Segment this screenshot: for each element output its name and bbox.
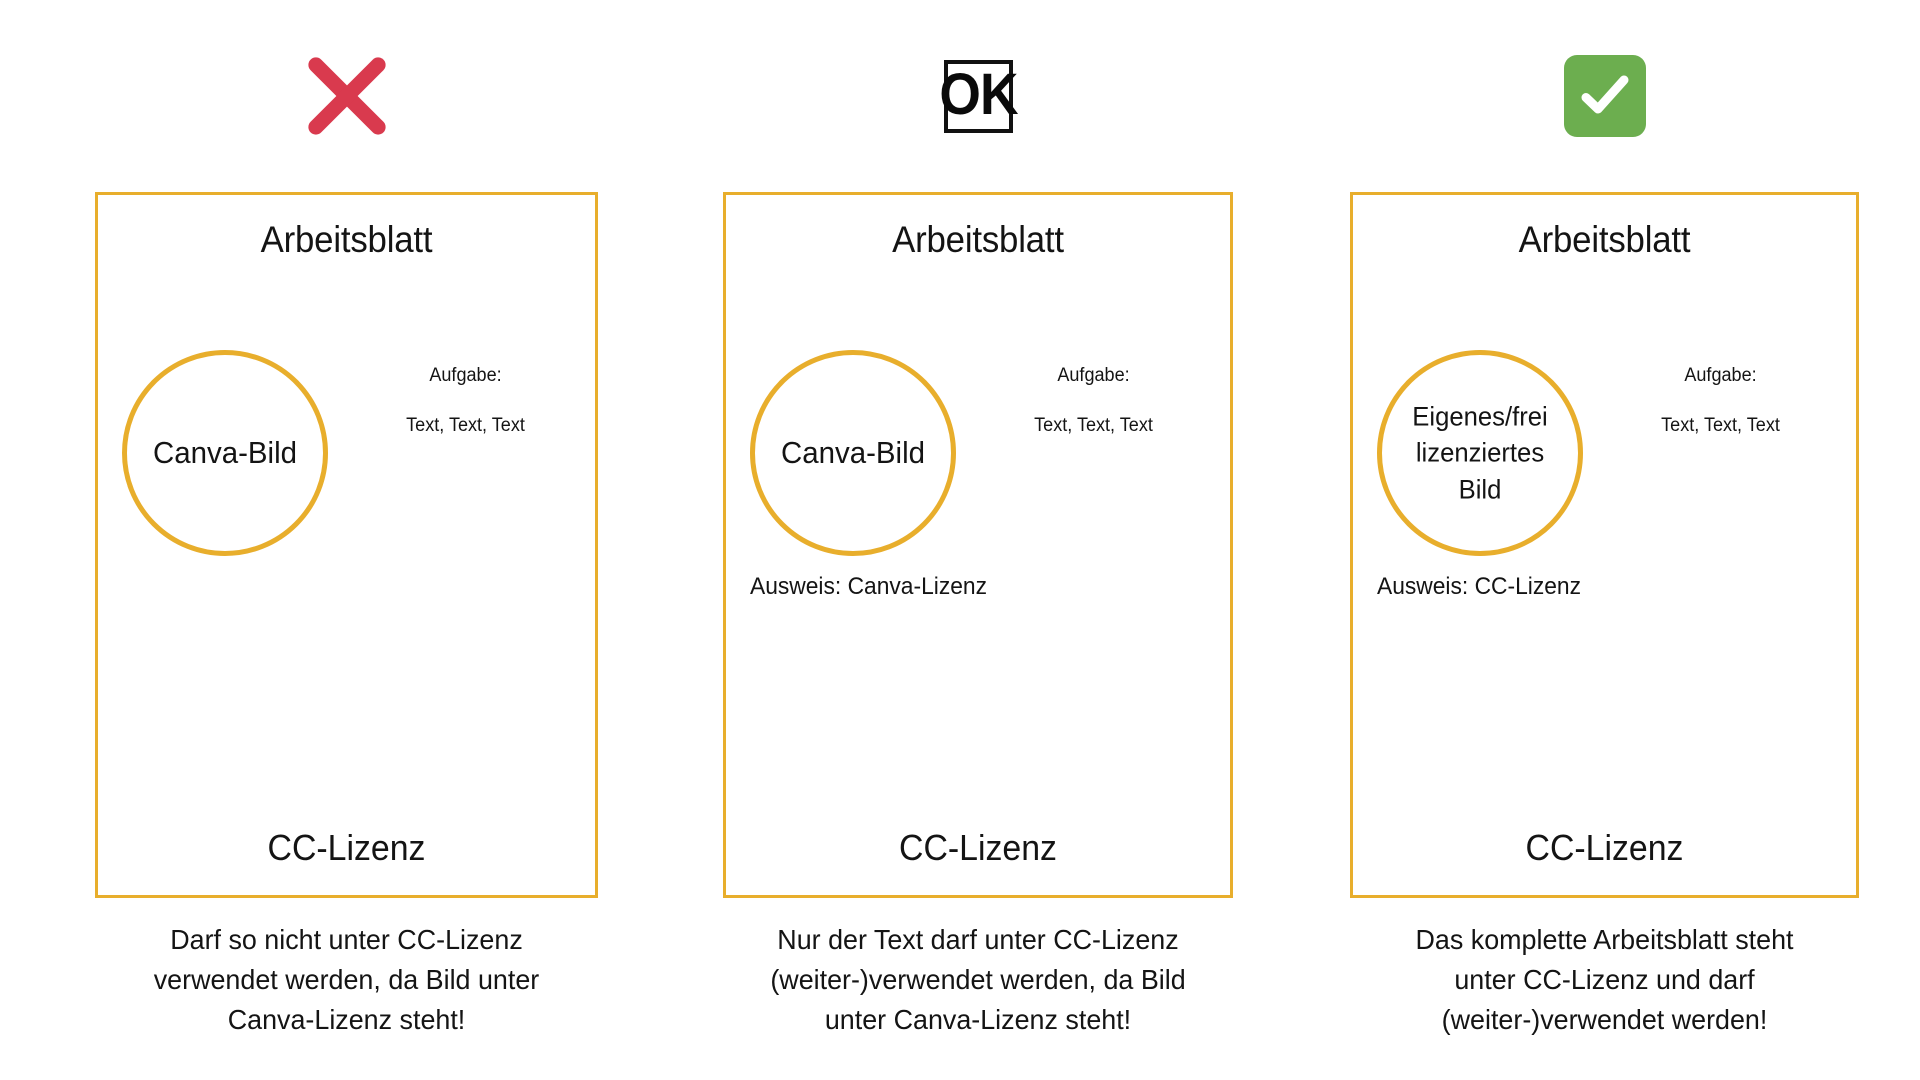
worksheet-title-3: Arbeitsblatt	[1518, 219, 1691, 260]
caption-2: Nur der Text darf unter CC-Lizenz (weite…	[726, 920, 1231, 1039]
caption-line: Canva-Lizenz steht!	[227, 1003, 466, 1035]
task-body-3: Text, Text, Text	[1661, 415, 1780, 436]
image-placeholder-label-3: Eigenes/frei lizenziertes Bild	[1412, 401, 1548, 505]
caption-line: Das komplette Arbeitsblatt steht	[1415, 924, 1794, 955]
status-icon-zone-1	[95, 40, 598, 152]
check-icon	[1563, 55, 1646, 137]
caption-line: (weiter-)verwendet werden, da Bild	[770, 963, 1186, 995]
cross-icon	[301, 50, 393, 142]
check-icon-glyph	[1581, 75, 1628, 114]
caption-line: unter CC-Lizenz und darf	[1454, 963, 1755, 995]
status-icon-zone-3	[1350, 40, 1859, 152]
caption-line: Nur der Text darf unter CC-Lizenz	[777, 924, 1179, 955]
task-body-1: Text, Text, Text	[406, 415, 525, 436]
caption-3: Das komplette Arbeitsblatt steht unter C…	[1353, 920, 1857, 1039]
task-heading-1: Aufgabe:	[429, 365, 502, 386]
image-placeholder-circle-2: Canva-Bild	[750, 350, 956, 556]
worksheet-footer-licence-1: CC-Lizenz	[267, 827, 426, 868]
worksheet-title-1: Arbeitsblatt	[260, 219, 433, 260]
caption-line: (weiter-)verwendet werden!	[1441, 1003, 1768, 1035]
worksheet-footer-licence-3: CC-Lizenz	[1525, 827, 1684, 868]
image-placeholder-circle-1: Canva-Bild	[122, 350, 328, 556]
worksheet-card-2: Arbeitsblatt Canva-Bild Aufgabe: Text, T…	[723, 192, 1233, 898]
worksheet-footer-licence-2: CC-Lizenz	[899, 827, 1057, 868]
comparison-column-allowed: Arbeitsblatt Eigenes/frei lizenziertes B…	[1350, 0, 1859, 1080]
licence-note-3: Ausweis: CC-Lizenz	[1377, 573, 1581, 600]
worksheet-card-1: Arbeitsblatt Canva-Bild Aufgabe: Text, T…	[95, 192, 598, 898]
comparison-column-not-allowed: Arbeitsblatt Canva-Bild Aufgabe: Text, T…	[95, 0, 598, 1080]
caption-line: unter Canva-Lizenz steht!	[824, 1003, 1132, 1035]
ok-box-icon-label: OK	[938, 62, 1018, 127]
caption-line: verwendet werden, da Bild unter	[153, 963, 540, 995]
task-body-2: Text, Text, Text	[1034, 415, 1153, 436]
comparison-column-partially-allowed: OK Arbeitsblatt Canva-Bild Aufgabe: Text…	[723, 0, 1233, 1080]
image-placeholder-circle-3: Eigenes/frei lizenziertes Bild	[1377, 350, 1583, 556]
caption-1: Darf so nicht unter CC-Lizenz verwendet …	[97, 920, 595, 1039]
image-placeholder-label-1: Canva-Bild	[152, 435, 298, 471]
task-block-2: Aufgabe: Text, Text, Text	[966, 365, 1221, 437]
licence-note-2: Ausweis: Canva-Lizenz	[750, 573, 987, 600]
ok-box-icon: OK	[939, 59, 1018, 133]
task-heading-3: Aufgabe:	[1684, 365, 1757, 386]
worksheet-title-2: Arbeitsblatt	[892, 219, 1064, 260]
task-heading-2: Aufgabe:	[1057, 365, 1130, 386]
status-icon-zone-2: OK	[723, 40, 1233, 152]
image-placeholder-label-2: Canva-Bild	[780, 435, 926, 471]
task-block-1: Aufgabe: Text, Text, Text	[338, 365, 593, 437]
task-block-3: Aufgabe: Text, Text, Text	[1593, 365, 1848, 437]
caption-line: Darf so nicht unter CC-Lizenz	[170, 924, 523, 955]
worksheet-card-3: Arbeitsblatt Eigenes/frei lizenziertes B…	[1350, 192, 1859, 898]
